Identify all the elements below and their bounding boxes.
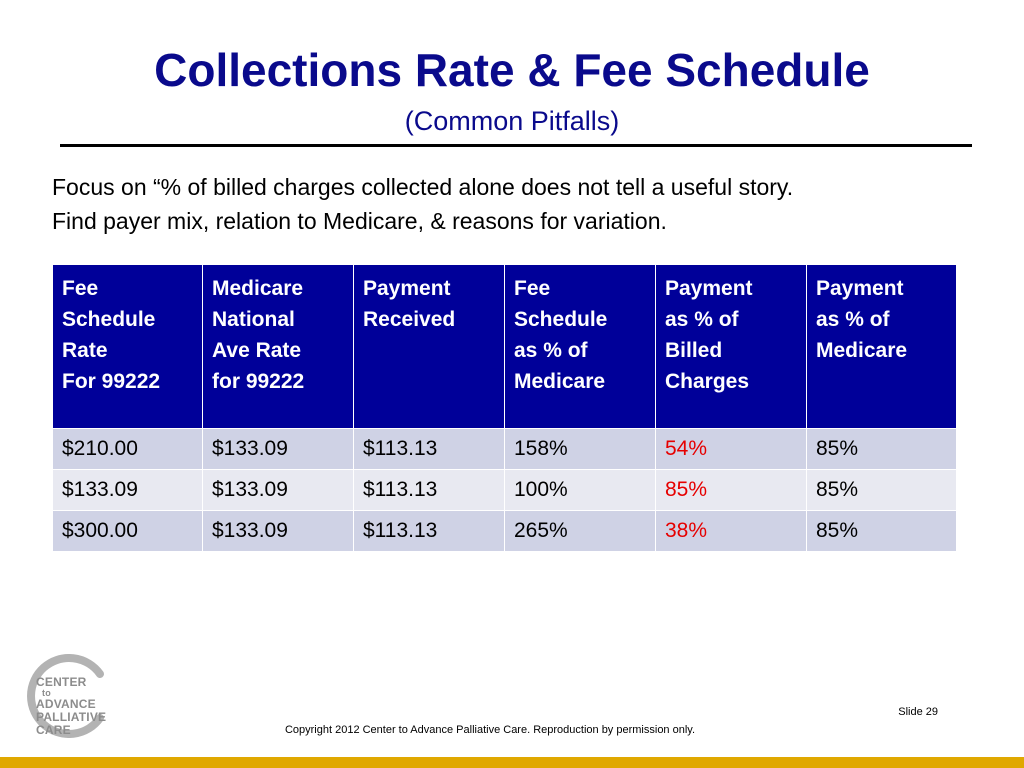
table-cell-highlight: 54% (655, 428, 807, 470)
table-header-row: Fee Schedule Rate For 99222 Medicare Nationa… (52, 264, 957, 429)
slide-title: Collections Rate & Fee Schedule (154, 44, 870, 96)
table-cell: $133.09 (202, 469, 354, 511)
title-divider (60, 144, 972, 147)
slide-number: Slide 29 (898, 706, 938, 718)
table-cell: 100% (504, 469, 656, 511)
table-cell: $133.09 (202, 428, 354, 470)
table-cell: $210.00 (52, 428, 203, 470)
header-fee-schedule-pct-medicare: Fee Schedule as % of Medicare (504, 264, 656, 429)
table-cell: 158% (504, 428, 656, 470)
table-row: $210.00 $133.09 $113.13 158% 54% 85% (52, 428, 957, 470)
table-cell: $113.13 (353, 469, 505, 511)
header-payment-pct-medicare: Payment as % of Medicare (806, 264, 957, 429)
table-row: $300.00 $133.09 $113.13 265% 38% 85% (52, 510, 957, 552)
table-cell: 265% (504, 510, 656, 552)
copyright-notice: Copyright 2012 Center to Advance Palliat… (284, 724, 696, 736)
header-payment-pct-billed: Payment as % of Billed Charges (655, 264, 807, 429)
intro-line: Find payer mix, relation to Medicare, & … (52, 208, 667, 234)
table-cell: $133.09 (52, 469, 203, 511)
table-row: $133.09 $133.09 $113.13 100% 85% 85% (52, 469, 957, 511)
header-payment-received: Payment Received (353, 264, 505, 429)
table-cell-highlight: 85% (655, 469, 807, 511)
table-cell: $113.13 (353, 510, 505, 552)
capc-logo-icon (27, 654, 104, 738)
fee-schedule-table: Fee Schedule Rate For 99222 Medicare Nationa… (52, 264, 957, 552)
table-cell: $113.13 (353, 428, 505, 470)
table-cell: 85% (806, 510, 957, 552)
table-cell: $133.09 (202, 510, 354, 552)
intro-text: Focus on “% of billed charges collected … (52, 170, 992, 238)
footer-bar (0, 757, 1024, 768)
table-cell: 85% (806, 469, 957, 511)
table-cell-highlight: 38% (655, 510, 807, 552)
table-cell: 85% (806, 428, 957, 470)
header-medicare-national-rate: Medicare National Ave Rate for 99222 (202, 264, 354, 429)
logo-wordmark: CENTER to ADVANCE PALLIATIVE CARE (36, 675, 107, 737)
header-fee-schedule-rate: Fee Schedule Rate For 99222 (52, 264, 203, 429)
table-cell: $300.00 (52, 510, 203, 552)
intro-line: Focus on “% of billed charges collected … (52, 174, 794, 200)
slide-subtitle: (Common Pitfalls) (404, 106, 620, 136)
